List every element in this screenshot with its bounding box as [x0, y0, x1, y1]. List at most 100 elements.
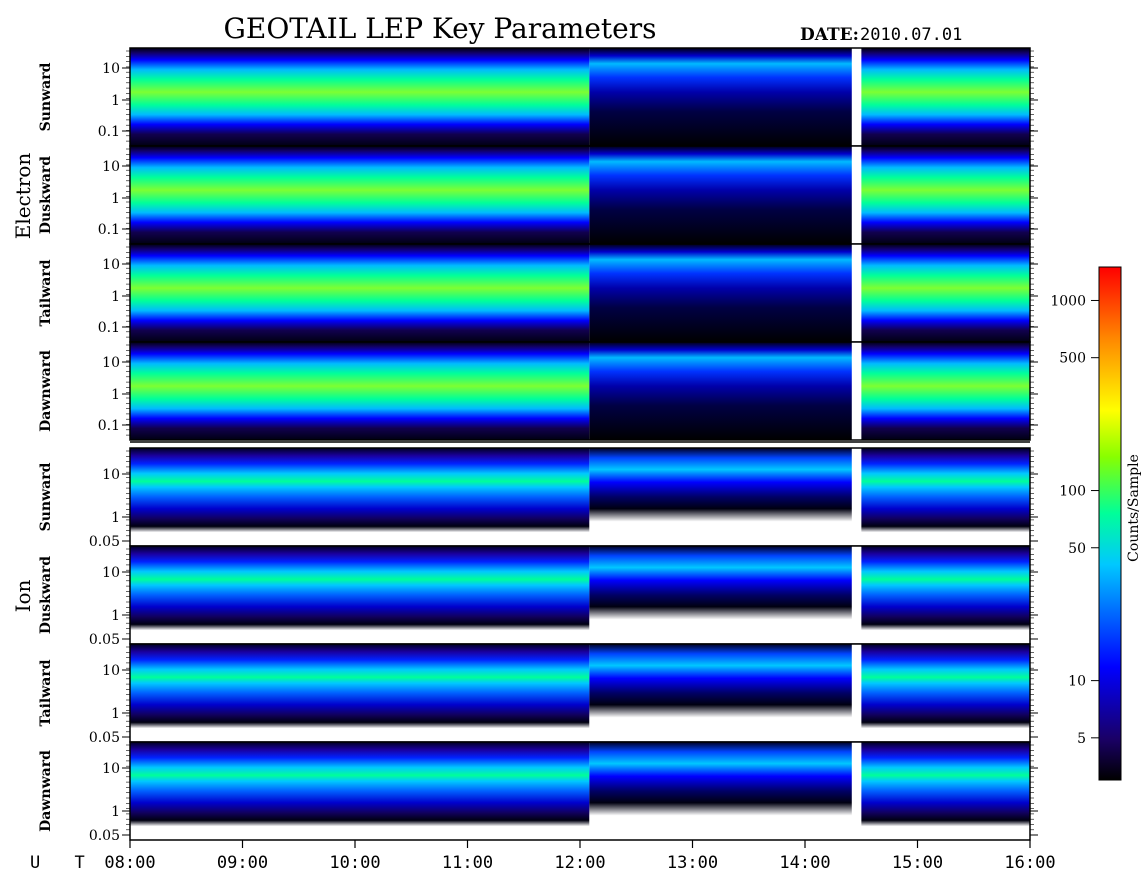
electron-panel-duskward: 10 1 0.1 Duskward — [38, 145, 1038, 245]
ion-panel-tailward: 10 1 0.05 Tailward — [38, 643, 1038, 746]
y-tick-label: 10 — [102, 467, 120, 483]
data-gap — [851, 546, 862, 644]
x-tick-label: 14:00 — [779, 853, 830, 873]
colorbar-tick-label: 10 — [1068, 674, 1086, 690]
heatmap-segment-pre — [130, 48, 590, 146]
panel-stack: 10 1 0.1 Sunward 10 1 0.1 Duskward 10 1 0.1 Tailwar… — [38, 47, 1038, 844]
heatmap-segment-pre — [130, 644, 590, 742]
x-tick-label: 11:00 — [442, 853, 493, 873]
colorbar-ticks: 5 10 50 100 500 1000 — [1050, 293, 1099, 747]
panel-label-electron-sunward: Sunward — [38, 62, 54, 131]
y-tick-label: 10 — [102, 159, 120, 175]
heatmap-segment-mid — [589, 448, 852, 546]
heatmap-segment-post — [861, 48, 1030, 146]
y-tick-label: 0.1 — [98, 222, 120, 238]
heatmap-segment-mid — [589, 146, 852, 244]
y-tick-label: 10 — [102, 565, 120, 581]
data-gap — [851, 244, 862, 342]
heatmap-segment-mid — [589, 644, 852, 742]
y-tick-label: 0.05 — [89, 828, 120, 844]
x-axis: U T 08:00 09:00 10:00 11:00 12:00 13:00 14:00 1… — [30, 840, 1056, 873]
y-tick-label: 0.1 — [98, 320, 120, 336]
heatmap-segment-post — [861, 146, 1030, 244]
heatmap-segment-mid — [589, 342, 852, 440]
y-tick-label: 1 — [111, 93, 120, 109]
panel-label-electron-dawnward: Dawnward — [38, 350, 54, 432]
y-tick-label: 1 — [111, 289, 120, 305]
panel-label-ion-tailward: Tailward — [38, 659, 54, 726]
colorbar-tick-label: 1000 — [1050, 293, 1086, 309]
y-tick-label: 10 — [102, 355, 120, 371]
x-tick-label: 10:00 — [329, 853, 380, 873]
data-gap — [851, 644, 862, 742]
data-gap — [851, 448, 862, 546]
y-tick-label: 1 — [111, 706, 120, 722]
x-tick-label: 12:00 — [554, 853, 605, 873]
ion-panel-dawnward: 10 1 0.05 Dawnward — [38, 741, 1038, 844]
ion-panel-duskward: 10 1 0.05 Duskward — [38, 545, 1038, 648]
heatmap-segment-pre — [130, 244, 590, 342]
y-tick-label: 0.05 — [89, 730, 120, 746]
data-gap — [851, 742, 862, 840]
heatmap-segment-pre — [130, 342, 590, 440]
y-tick-label: 1 — [111, 191, 120, 207]
heatmap-segment-pre — [130, 742, 590, 840]
colorbar-label: Counts/Sample — [1126, 454, 1142, 562]
heatmap-segment-post — [861, 742, 1030, 840]
y-tick-label: 0.1 — [98, 124, 120, 140]
panel-label-ion-sunward: Sunward — [38, 462, 54, 531]
y-tick-label: 0.05 — [89, 632, 120, 648]
x-tick-label: 16:00 — [1004, 853, 1055, 873]
y-tick-label: 10 — [102, 61, 120, 77]
heatmap-segment-post — [861, 448, 1030, 546]
group-label-ion: Ion — [11, 579, 35, 612]
heatmap-segment-mid — [589, 48, 852, 146]
y-tick-label: 0.05 — [89, 534, 120, 550]
panel-label-ion-duskward: Duskward — [38, 556, 54, 634]
y-tick-label: 10 — [102, 761, 120, 777]
colorbar-tick-label: 5 — [1077, 731, 1086, 747]
figure-title: GEOTAIL LEP Key Parameters — [224, 12, 657, 45]
heatmap-segment-post — [861, 546, 1030, 644]
heatmap-segment-post — [861, 644, 1030, 742]
x-tick-label: 09:00 — [217, 853, 268, 873]
y-tick-label: 10 — [102, 257, 120, 273]
panel-label-electron-duskward: Duskward — [38, 156, 54, 234]
electron-panel-dawnward: 10 1 0.1 Dawnward — [38, 341, 1038, 441]
data-gap — [851, 342, 862, 440]
heatmap-segment-mid — [589, 244, 852, 342]
y-tick-label: 0.1 — [98, 418, 120, 434]
heatmap-segment-pre — [130, 546, 590, 644]
colorbar-tick-label: 100 — [1059, 484, 1086, 500]
y-tick-label: 1 — [111, 387, 120, 403]
data-gap — [851, 146, 862, 244]
x-tick-label: 15:00 — [892, 853, 943, 873]
x-axis-label: U T — [30, 853, 97, 873]
panel-frame — [129, 341, 1031, 441]
date-label: DATE: — [800, 25, 859, 45]
ion-panel-sunward: 10 1 0.05 Sunward — [38, 447, 1038, 550]
y-tick-label: 1 — [111, 510, 120, 526]
electron-panel-tailward: 10 1 0.1 Tailward — [38, 243, 1038, 343]
x-tick-label: 08:00 — [104, 853, 155, 873]
electron-panel-sunward: 10 1 0.1 Sunward — [38, 47, 1038, 147]
y-tick-label: 1 — [111, 608, 120, 624]
heatmap-segment-pre — [130, 448, 590, 546]
heatmap-segment-pre — [130, 146, 590, 244]
data-gap — [851, 48, 862, 146]
heatmap-segment-mid — [589, 742, 852, 840]
panel-label-ion-dawnward: Dawnward — [38, 750, 54, 832]
group-label-electron: Electron — [11, 153, 35, 240]
heatmap-segment-mid — [589, 546, 852, 644]
heatmap-segment-post — [861, 244, 1030, 342]
y-tick-label: 10 — [102, 663, 120, 679]
heatmap-segment-post — [861, 342, 1030, 440]
colorbar — [1098, 266, 1122, 781]
panel-label-electron-tailward: Tailward — [38, 259, 54, 326]
colorbar-tick-label: 500 — [1059, 351, 1086, 367]
date-value: 2010.07.01 — [860, 25, 962, 45]
colorbar-tick-label: 50 — [1068, 541, 1086, 557]
y-tick-label: 1 — [111, 804, 120, 820]
x-tick-label: 13:00 — [667, 853, 718, 873]
